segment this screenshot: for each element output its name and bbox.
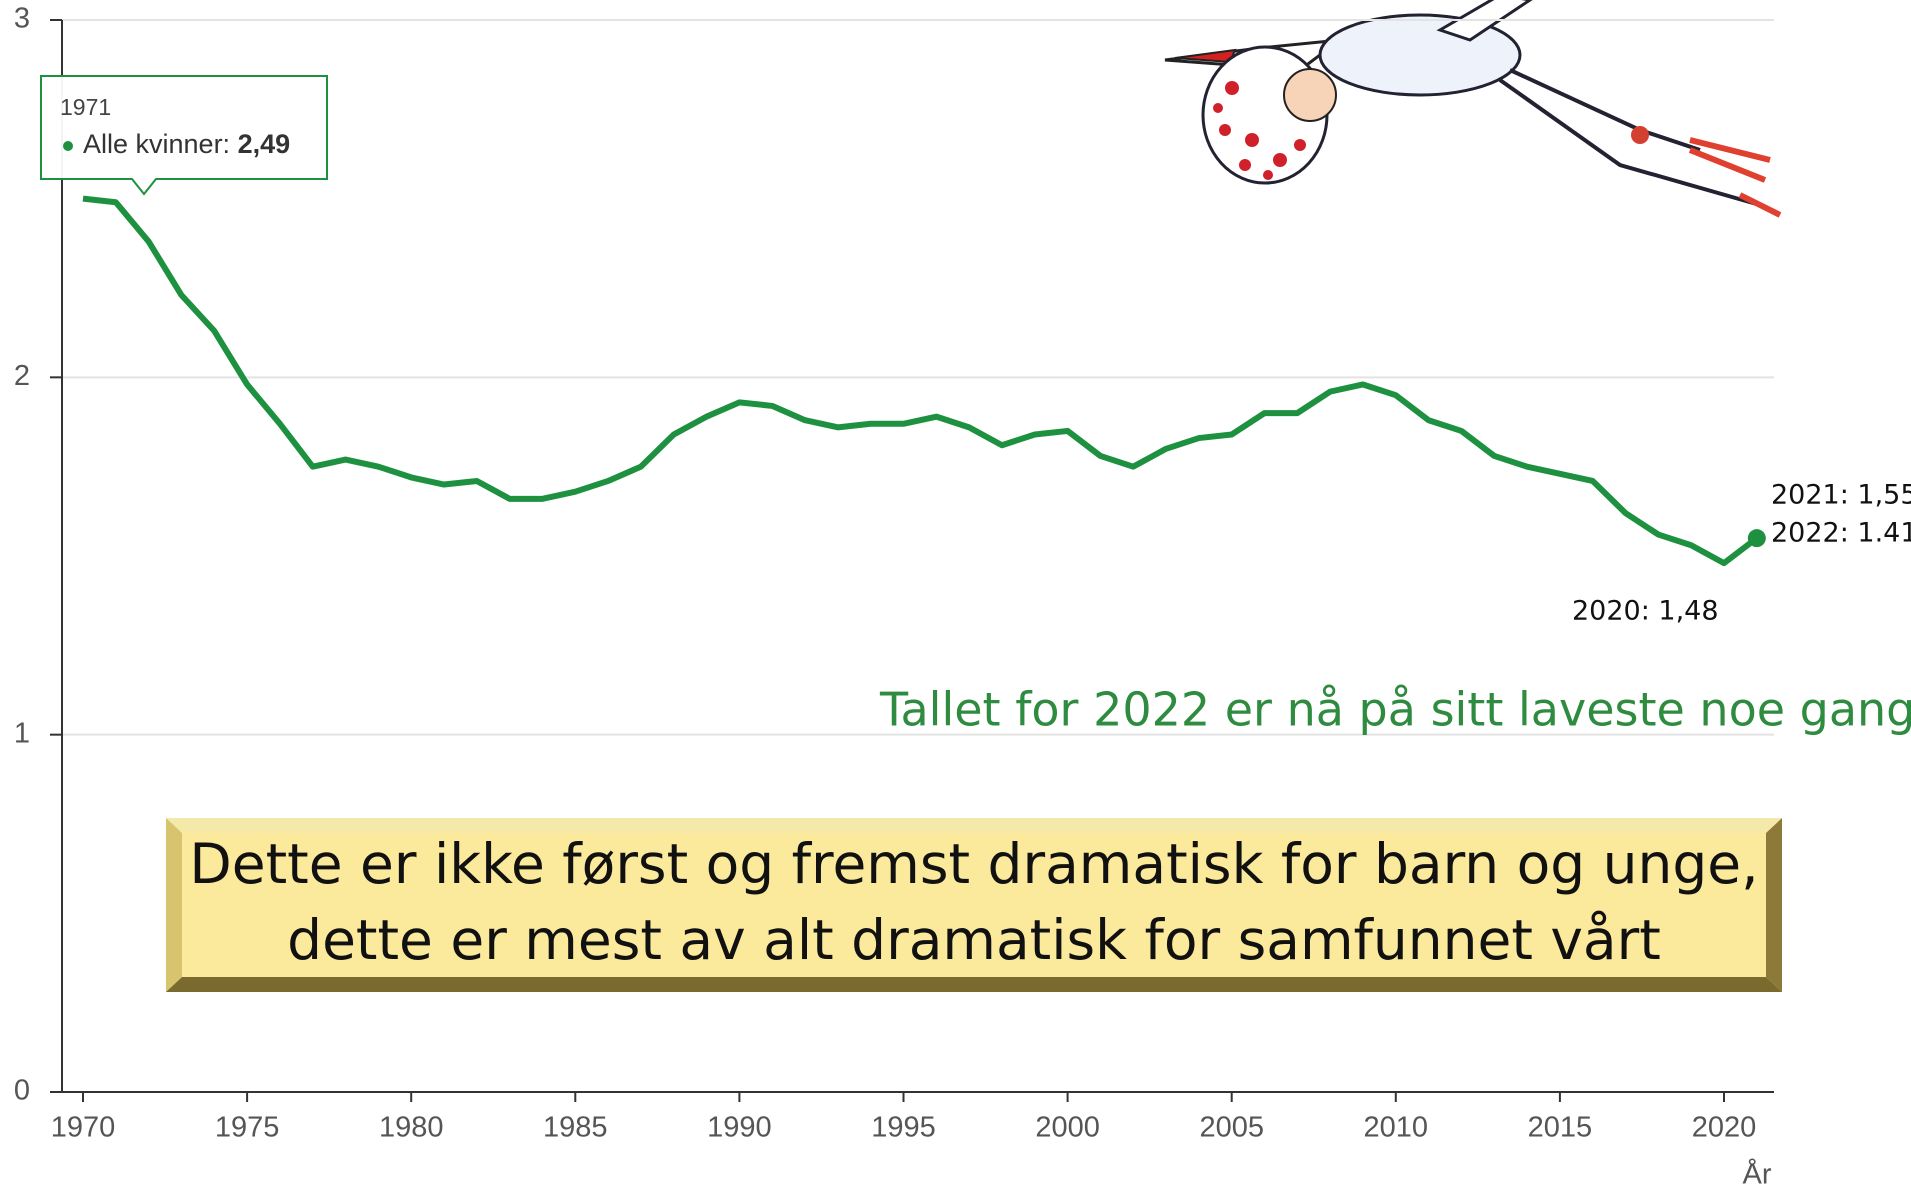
x-tick-label: 1990 xyxy=(707,1112,772,1144)
end-point xyxy=(1747,529,1766,548)
x-axis-title: År xyxy=(1743,1158,1772,1190)
stork-illustration xyxy=(1164,0,1782,218)
x-tick-label: 1985 xyxy=(543,1112,608,1144)
y-tick-label: 2 xyxy=(14,360,30,392)
tooltip-label: Alle kvinner: xyxy=(83,129,230,159)
x-tick-label: 1975 xyxy=(215,1112,280,1144)
annotation: 2020: 1,48 xyxy=(1572,596,1719,627)
y-tick-label: 0 xyxy=(14,1075,30,1107)
annotation: 2022: 1.41 xyxy=(1771,518,1911,549)
tooltip-marker xyxy=(63,141,73,151)
y-tick-label: 3 xyxy=(14,3,30,35)
x-tick-label: 1980 xyxy=(379,1112,444,1144)
tooltip-value: 2,49 xyxy=(238,129,291,159)
x-tick-label: 2020 xyxy=(1692,1112,1757,1144)
x-tick-label: 1995 xyxy=(871,1112,936,1144)
callout-text: dette er mest av alt dramatisk for samfu… xyxy=(287,908,1661,972)
x-tick-label: 2000 xyxy=(1035,1112,1100,1144)
x-tick-label: 2010 xyxy=(1364,1112,1429,1144)
line-series xyxy=(82,195,1759,567)
callout-text: Dette er ikke først og fremst dramatisk … xyxy=(189,832,1758,896)
tooltip-title: 1971 xyxy=(60,94,111,120)
x-tick-label: 1970 xyxy=(51,1112,116,1144)
y-tick-label: 1 xyxy=(14,717,30,749)
x-tick-label: 2005 xyxy=(1199,1112,1264,1144)
headline-annotation: Tallet for 2022 er nå på sitt laveste no… xyxy=(879,683,1911,737)
tooltip-text: Alle kvinner: 2,49 xyxy=(83,129,290,159)
tooltip: 1971 Alle kvinner: 2,49 xyxy=(40,75,328,196)
callout-box: Dette er ikke først og fremst dramatisk … xyxy=(166,818,1782,992)
x-tick-label: 2015 xyxy=(1528,1112,1593,1144)
annotation: 2021: 1,55 xyxy=(1771,480,1911,511)
